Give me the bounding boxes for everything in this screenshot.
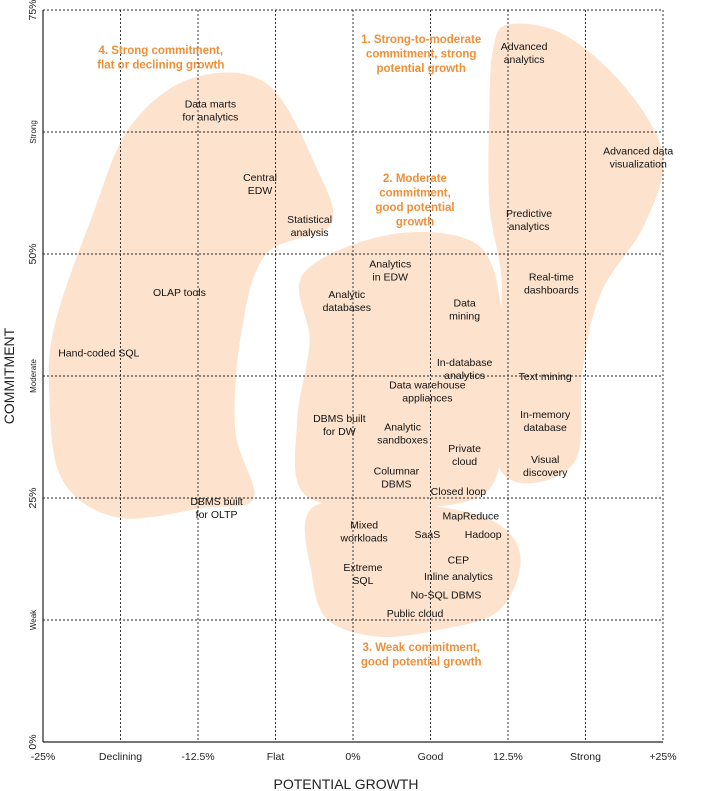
y-tick-label: 0% bbox=[27, 734, 39, 749]
y-tick-labels: 0% Weak 25% Moderate 50% Strong 75% bbox=[27, 0, 39, 750]
x-tick-labels: -25% Declining -12.5% Flat 0% Good 12.5% Strong… bbox=[31, 751, 677, 763]
x-tick-label: +25% bbox=[649, 751, 676, 763]
x-tick-label: Good bbox=[418, 751, 444, 763]
data-label-in-database-analytics: In-database analytics bbox=[437, 357, 493, 382]
data-label-statistical-analysis: Statistical analysis bbox=[287, 214, 332, 239]
data-label-hand-coded-sql: Hand-coded SQL bbox=[58, 347, 139, 359]
y-tick-label: Moderate bbox=[29, 359, 38, 393]
group-label-3: 2. Moderate commitment, good potential grow… bbox=[375, 173, 454, 229]
data-label-data-mining: Data mining bbox=[449, 298, 480, 323]
data-label-analytic-sandboxes: Analytic sandboxes bbox=[377, 422, 428, 447]
y-tick-label: 75% bbox=[27, 0, 39, 21]
data-label-cep: CEP bbox=[448, 554, 470, 566]
y-tick-label: 25% bbox=[27, 487, 39, 508]
data-label-hadoop: Hadoop bbox=[465, 529, 502, 541]
x-tick-label: -12.5% bbox=[181, 751, 214, 763]
data-label-no-sql-dbms: No-SQL DBMS bbox=[411, 590, 482, 602]
x-tick-label: 0% bbox=[345, 751, 360, 763]
data-label-mapreduce: MapReduce bbox=[442, 510, 499, 522]
data-label-real-time-dashboards: Real-time dashboards bbox=[524, 271, 579, 296]
data-label-dbms-built-for-oltp: DBMS built for OLTP bbox=[190, 496, 243, 521]
data-label-in-memory-database: In-memory database bbox=[520, 409, 571, 434]
data-label-extreme-sql: Extreme SQL bbox=[343, 562, 382, 587]
data-label-visual-discovery: Visual discovery bbox=[523, 454, 568, 479]
group-region-2 bbox=[488, 23, 664, 484]
data-label-central-edw: Central EDW bbox=[243, 172, 277, 197]
data-label-advanced-data-visualization: Advanced data visualization bbox=[603, 145, 673, 170]
data-label-mixed-workloads: Mixed workloads bbox=[340, 519, 388, 544]
x-tick-label: Declining bbox=[99, 751, 142, 763]
data-labels: Data marts for analytics Central EDW Statist… bbox=[58, 41, 673, 620]
data-label-public-cloud: Public cloud bbox=[387, 608, 444, 620]
data-label-dbms-built-for-dw: DBMS built for DW bbox=[313, 413, 366, 438]
group-regions bbox=[48, 23, 664, 637]
data-label-saas: SaaS bbox=[415, 529, 441, 541]
data-label-data-marts-for-analytics: Data marts for analytics bbox=[182, 99, 238, 124]
data-label-analytic-databases: Analytic databases bbox=[323, 289, 371, 314]
data-label-text-mining: Text mining bbox=[519, 371, 572, 383]
data-label-closed-loop: Closed loop bbox=[431, 486, 487, 498]
data-label-private-cloud: Private cloud bbox=[448, 443, 481, 468]
data-label-olap-tools: OLAP tools bbox=[153, 287, 206, 299]
group-region-3 bbox=[294, 231, 503, 509]
data-label-columnar-dbms: Columnar DBMS bbox=[374, 466, 420, 491]
x-axis-label: POTENTIAL GROWTH bbox=[274, 776, 419, 791]
group-labels: 4. Strong commitment, flat or declining g… bbox=[97, 34, 481, 669]
data-label-inline-analytics: Inline analytics bbox=[424, 571, 493, 583]
y-tick-label: 50% bbox=[27, 243, 39, 264]
group-label-1: 4. Strong commitment, flat or declining g… bbox=[97, 45, 224, 72]
y-axis-label: COMMITMENT bbox=[1, 327, 17, 424]
gridlines bbox=[42, 9, 664, 743]
x-tick-label: -25% bbox=[31, 751, 56, 763]
data-label-predictive-analytics: Predictive analytics bbox=[506, 208, 552, 233]
data-label-analytics-in-edw: Analytics in EDW bbox=[369, 259, 411, 284]
data-label-data-warehouse-appliances: Data warehouse appliances bbox=[389, 380, 466, 405]
group-label-2: 1. Strong-to-moderate commitment, strong p… bbox=[361, 34, 481, 75]
y-tick-label: Weak bbox=[29, 609, 38, 630]
group-region-4 bbox=[304, 500, 521, 637]
x-tick-label: Strong bbox=[570, 751, 601, 763]
y-tick-label: Strong bbox=[29, 120, 38, 144]
group-region-1 bbox=[48, 72, 334, 519]
x-tick-label: 12.5% bbox=[493, 751, 523, 763]
x-tick-label: Flat bbox=[267, 751, 285, 763]
group-label-4: 3. Weak commitment, good potential growth bbox=[361, 642, 482, 669]
data-label-advanced-analytics: Advanced analytics bbox=[501, 41, 548, 66]
